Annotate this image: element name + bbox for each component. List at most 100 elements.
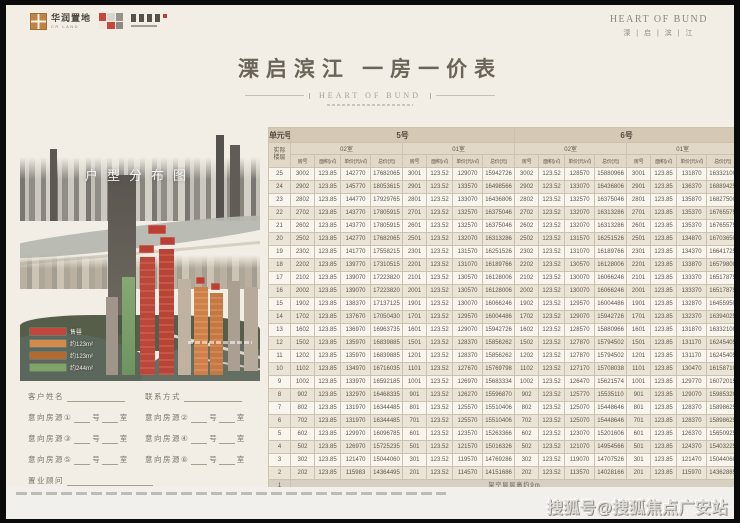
floor-cell: 4: [268, 440, 291, 454]
cell-room: 3002: [514, 167, 540, 181]
cell-total: 16251526: [481, 245, 516, 259]
cell-total: 16004486: [481, 310, 516, 324]
photo-building: [178, 279, 191, 375]
cell-unitprice: 135370: [676, 219, 708, 233]
floor-cell: 24: [268, 180, 291, 194]
floor-cell: 18: [268, 258, 291, 272]
suffix-shi: 室: [119, 455, 128, 464]
photo-label-tag: [139, 245, 154, 253]
cell-unitprice: 139770: [340, 258, 371, 272]
client-form: 客户姓名 联系方式 意向房源① 号 室 意向房源② 号 室: [28, 391, 262, 487]
cell-area: 123.52: [426, 401, 453, 415]
cell-total: 16579800: [706, 258, 734, 272]
cell-area: 123.85: [650, 414, 678, 428]
form-line-consultant: [67, 478, 153, 486]
cell-total: 16375046: [481, 219, 516, 233]
cell-area: 123.52: [426, 310, 453, 324]
cell-total: 16375046: [594, 193, 628, 207]
cell-room: 2002: [514, 284, 540, 298]
cell-room: 2501: [402, 232, 427, 246]
cell-total: 17558215: [370, 245, 403, 259]
cell-total: 17137125: [370, 297, 403, 311]
cell-total: 16436806: [594, 180, 628, 194]
col-header: 面积(㎡): [538, 154, 566, 168]
cell-total: 16189766: [481, 258, 516, 272]
cell-room: 2001: [402, 284, 427, 298]
form-label-intent-4: 意向房源④: [145, 434, 190, 443]
legend-swatch-red: [30, 328, 66, 335]
cell-area: 123.52: [426, 258, 453, 272]
cell-unitprice: 126370: [676, 427, 708, 441]
cr-land-name-cn: 华润置地: [51, 13, 92, 23]
form-line: [101, 436, 118, 444]
col-header: 单价(元/㎡): [340, 154, 371, 168]
cell-area: 123.52: [538, 453, 566, 467]
cell-area: 123.52: [538, 167, 566, 181]
col-header: 房号: [402, 154, 427, 168]
cell-total: 17929765: [370, 193, 403, 207]
cell-unitprice: 130570: [452, 284, 483, 298]
cell-total: 17805915: [370, 206, 403, 220]
cell-unitprice: 131070: [452, 258, 483, 272]
cell-area: 123.85: [314, 427, 341, 441]
cell-unitprice: 139070: [340, 271, 371, 285]
cell-unitprice: 115983: [340, 466, 371, 480]
cell-area: 123.85: [650, 245, 678, 259]
legend-label: 约123m²: [70, 342, 94, 348]
cell-unitprice: 121470: [676, 453, 708, 467]
cell-total: 16128006: [481, 284, 516, 298]
cell-unitprice: 135870: [676, 193, 708, 207]
cell-total: 17310515: [370, 258, 403, 272]
cell-room: 2702: [514, 206, 540, 220]
table-header-buildings: 单元号 5号 6号: [268, 127, 734, 143]
cell-room: 701: [626, 414, 652, 428]
subtitle-tick-right: [429, 92, 431, 99]
legend-item: 约123m²: [30, 351, 93, 360]
cell-room: 902: [290, 388, 315, 402]
cell-total: 16455950: [706, 297, 734, 311]
cell-area: 123.52: [538, 414, 566, 428]
photo-label-tag: [196, 277, 205, 284]
cell-room: 2901: [626, 180, 652, 194]
cell-total: 15880966: [594, 323, 628, 337]
cell-unitprice: 129070: [452, 167, 483, 181]
cell-room: 2802: [290, 193, 315, 207]
cell-total: 16066246: [594, 284, 628, 298]
cell-unitprice: 127870: [564, 336, 596, 350]
floor-cell: 13: [268, 323, 291, 337]
cell-unitprice: 138370: [340, 297, 371, 311]
cell-total: 16468335: [370, 388, 403, 402]
cell-total: 15985320: [706, 388, 734, 402]
cell-area: 123.52: [538, 336, 566, 350]
suffix-hao: 号: [209, 455, 217, 464]
photo-building: [106, 297, 118, 375]
form-line: [191, 436, 208, 444]
building-header-6: 6号: [514, 127, 734, 143]
cell-room: 2602: [514, 219, 540, 233]
cell-total: 15683334: [481, 375, 516, 389]
cell-unitprice: 128370: [452, 349, 483, 363]
cell-unitprice: 113570: [564, 466, 596, 480]
price-row: 11 1202 123.85 135970 16839885 1201 123.52 1283…: [268, 349, 734, 363]
cell-total: 16066246: [481, 297, 516, 311]
cell-room: 1701: [402, 310, 427, 324]
cell-total: 16517875: [706, 271, 734, 285]
cell-total: 16313286: [481, 232, 516, 246]
cell-room: 2101: [626, 271, 652, 285]
cell-unitprice: 131570: [452, 245, 483, 259]
cell-total: 16592185: [370, 375, 403, 389]
form-line: [218, 436, 235, 444]
cell-room: 2002: [290, 284, 315, 298]
cell-unitprice: 125070: [564, 414, 596, 428]
cell-total: 17223820: [370, 271, 403, 285]
cell-room: 2202: [514, 258, 540, 272]
cell-area: 123.85: [314, 297, 341, 311]
cell-total: 16128006: [594, 258, 628, 272]
cell-area: 123.85: [650, 427, 678, 441]
cell-unitprice: 127870: [564, 349, 596, 363]
cell-unitprice: 129970: [340, 427, 371, 441]
suffix-hao: 号: [92, 455, 100, 464]
brand-en: HEART OF BUND: [609, 14, 708, 25]
photo-building-green: [122, 277, 135, 375]
cell-area: 123.85: [650, 180, 678, 194]
